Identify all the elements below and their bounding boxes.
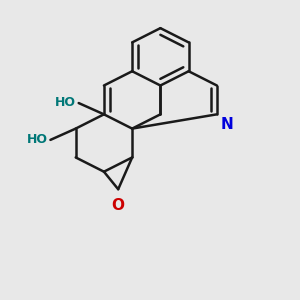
Text: N: N (221, 117, 233, 132)
Text: HO: HO (55, 96, 76, 109)
Text: O: O (112, 198, 125, 213)
Text: HO: HO (27, 134, 48, 146)
